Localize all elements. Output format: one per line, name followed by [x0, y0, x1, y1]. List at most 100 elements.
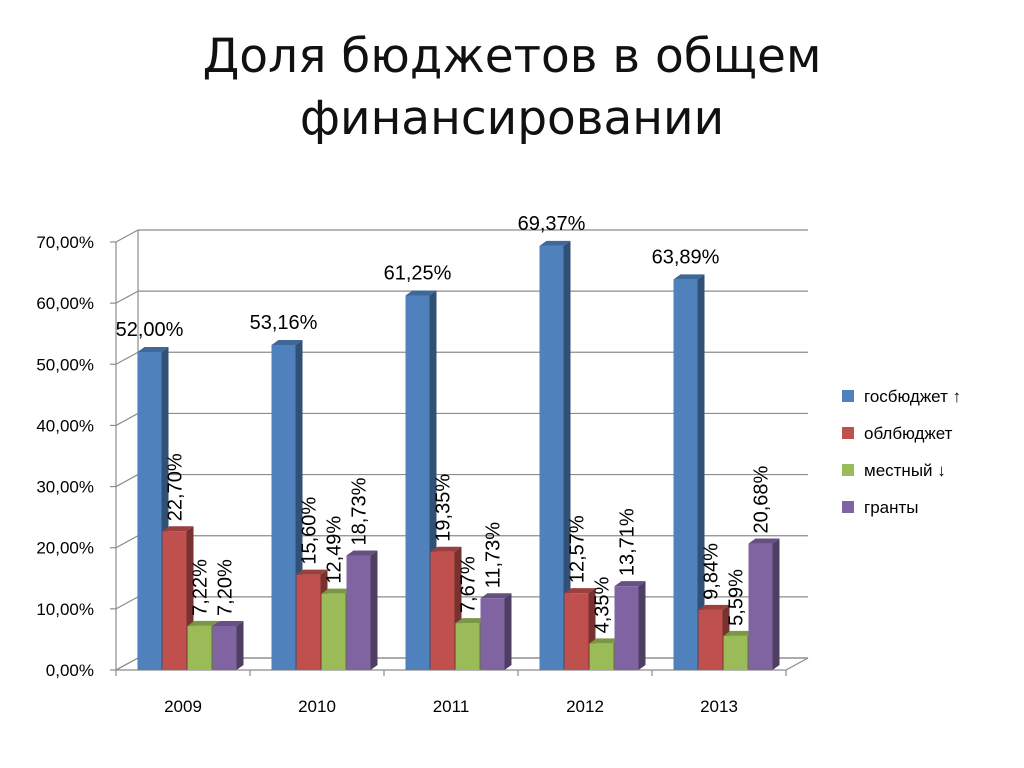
bar-front [480, 598, 505, 670]
title-line-2: финансировании [299, 91, 725, 146]
y-tick-label: 40,00% [36, 416, 94, 435]
bar-front [187, 625, 212, 670]
y-tick-label: 10,00% [36, 600, 94, 619]
y-axis-ticks: 0,00% 10,00% 20,00% 30,00% 40,00% 50,00% 60,00… [36, 233, 94, 680]
bar-top [539, 240, 571, 246]
legend-swatch [842, 464, 854, 476]
bar-side [697, 274, 705, 670]
bar-front [137, 352, 162, 670]
bar [405, 290, 437, 670]
bar-front [564, 593, 589, 670]
data-labels: 52,00% 22,70% 7,22% 7,20% 53,16% 15,60% 12,49%… [116, 213, 773, 634]
bars [137, 240, 780, 671]
x-category-label: 2009 [164, 697, 202, 716]
x-axis-categories: 2009 2010 2011 2012 2013 [164, 697, 738, 716]
bar-top [137, 347, 169, 353]
bar-front [430, 551, 455, 670]
bar-front [321, 593, 346, 670]
data-label: 69,37% [518, 213, 586, 235]
legend-swatch [842, 390, 854, 402]
bar-side [563, 240, 571, 671]
data-label: 12,49% [324, 516, 346, 584]
y-tick-label: 0,00% [46, 661, 94, 680]
data-label: 7,22% [190, 559, 212, 616]
bar [137, 347, 169, 670]
bar-top [430, 546, 462, 552]
bar-front [212, 625, 237, 670]
y-tick-label: 30,00% [36, 478, 94, 497]
slide-title: Доля бюджетов в общем финансировании [112, 26, 912, 150]
bar-top [698, 604, 730, 610]
bar-top [187, 620, 219, 626]
legend-swatch [842, 427, 854, 439]
gridline-diagonal [115, 474, 139, 488]
bar-front [748, 543, 773, 670]
data-label: 19,35% [433, 474, 455, 542]
gridline-diagonal [115, 229, 139, 243]
bar-top [673, 274, 705, 280]
bar-front [405, 295, 430, 670]
bar-top [212, 620, 244, 626]
bar-front [539, 245, 564, 671]
bar [480, 593, 512, 670]
bar-side [772, 538, 780, 670]
bar-top [480, 593, 512, 599]
bar-front [614, 586, 639, 670]
bar [614, 581, 646, 670]
bar-front [346, 555, 371, 670]
bar-front [723, 635, 748, 670]
y-tick-label: 60,00% [36, 294, 94, 313]
bar-front [673, 279, 698, 670]
x-category-label: 2012 [566, 697, 604, 716]
x-category-label: 2011 [433, 697, 470, 716]
bar [346, 550, 378, 670]
bar-front [455, 623, 480, 670]
legend-swatch [842, 501, 854, 513]
bar-top [723, 630, 755, 636]
x-category-label: 2010 [298, 697, 336, 716]
bar [212, 620, 244, 670]
legend: госбюджет ↑ облбюджет местный ↓ гранты [842, 387, 961, 517]
data-label: 18,73% [349, 477, 371, 545]
bar-top [296, 569, 328, 575]
legend-label: госбюджет ↑ [864, 387, 961, 406]
bar-top [589, 638, 621, 644]
bar-side [504, 593, 512, 670]
legend-label: местный ↓ [864, 461, 946, 480]
bar [748, 538, 780, 670]
bar-top [346, 550, 378, 556]
gridline-diagonal [115, 351, 139, 365]
y-tick-label: 20,00% [36, 539, 94, 558]
bar-front [296, 574, 321, 670]
bar-top [455, 618, 487, 624]
bar-top [405, 290, 437, 296]
gridline-diagonal [115, 290, 139, 304]
bar-front [589, 643, 614, 670]
bar-top [614, 581, 646, 587]
bar-front [162, 531, 187, 670]
data-label: 9,84% [701, 543, 723, 600]
bar [673, 274, 705, 670]
bar-side [236, 620, 244, 670]
data-label: 7,20% [215, 559, 237, 616]
data-label: 15,60% [299, 497, 321, 565]
data-label: 22,70% [165, 453, 187, 521]
bar-side [370, 550, 378, 670]
title-line-1: Доля бюджетов в общем [202, 29, 822, 84]
bar-front [698, 609, 723, 670]
data-label: 12,57% [567, 515, 589, 583]
gridline-diagonal [115, 535, 139, 549]
data-label: 61,25% [384, 263, 452, 285]
data-label: 20,68% [751, 466, 773, 534]
data-label: 63,89% [652, 246, 720, 268]
data-label: 13,71% [617, 508, 639, 576]
data-label: 4,35% [592, 576, 614, 633]
data-label: 53,16% [250, 312, 318, 334]
data-label: 52,00% [116, 319, 184, 341]
bar-top [564, 588, 596, 594]
y-tick-label: 50,00% [36, 355, 94, 374]
gridline-diagonal [115, 596, 139, 610]
data-label: 7,67% [458, 556, 480, 613]
gridline-diagonal [115, 657, 139, 671]
